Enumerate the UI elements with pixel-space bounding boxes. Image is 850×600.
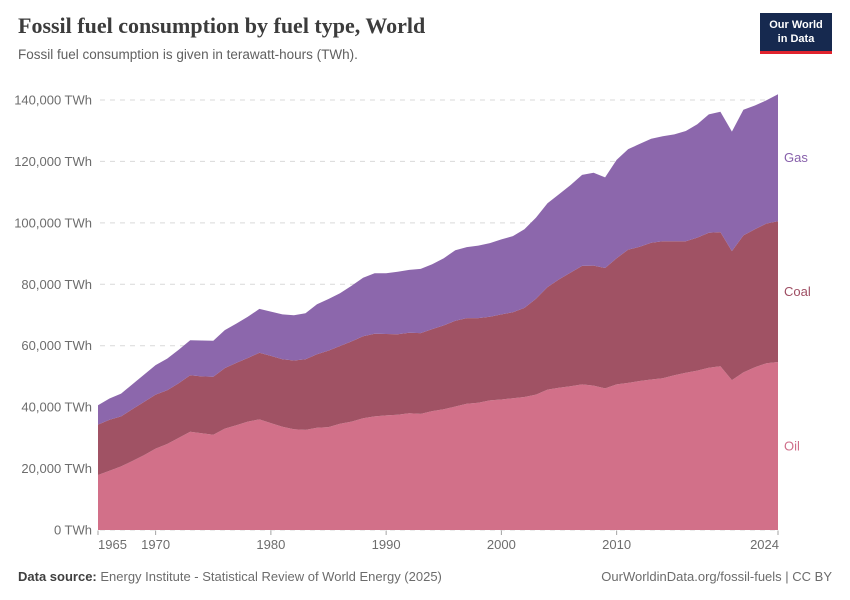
y-axis-label: 120,000 TWh [14, 154, 92, 169]
owid-logo[interactable]: Our World in Data [760, 13, 832, 54]
y-axis-label: 20,000 TWh [21, 461, 92, 476]
legend-label-coal[interactable]: Coal [784, 284, 811, 299]
chart-title: Fossil fuel consumption by fuel type, Wo… [18, 13, 426, 38]
x-axis-label: 2024 [750, 537, 779, 552]
x-axis-label: 1965 [98, 537, 127, 552]
y-axis-label: 40,000 TWh [21, 400, 92, 415]
area-oil[interactable] [98, 362, 778, 530]
chart-footer: Data source: Energy Institute - Statisti… [18, 569, 832, 584]
x-axis-label: 1970 [141, 537, 170, 552]
y-axis-label: 80,000 TWh [21, 277, 92, 292]
x-axis-label: 2010 [602, 537, 631, 552]
footer-link[interactable]: OurWorldinData.org/fossil-fuels | CC BY [601, 569, 832, 584]
x-axis-label: 1990 [372, 537, 401, 552]
owid-logo-line1: Our World [769, 19, 823, 31]
area-coal[interactable] [98, 221, 778, 475]
owid-logo-line2: in Data [777, 33, 815, 46]
y-axis-label: 140,000 TWh [14, 93, 92, 108]
data-source-text: Energy Institute - Statistical Review of… [96, 569, 442, 584]
y-axis-label: 100,000 TWh [14, 215, 92, 230]
x-axis-label: 2000 [487, 537, 516, 552]
area-gas[interactable] [98, 94, 778, 425]
legend-label-gas[interactable]: Gas [784, 150, 808, 165]
legend-label-oil[interactable]: Oil [784, 438, 800, 453]
stacked-area-chart[interactable]: 0 TWh 20,000 TWh 40,000 TWh 60,000 TWh 80,00… [0, 85, 850, 555]
data-source-label: Data source: [18, 569, 97, 584]
y-axis-label: 60,000 TWh [21, 338, 92, 353]
data-source: Data source: Energy Institute - Statisti… [18, 569, 442, 584]
x-axis-label: 1980 [256, 537, 285, 552]
y-axis-label: 0 TWh [54, 523, 92, 538]
chart-area: 0 TWh 20,000 TWh 40,000 TWh 60,000 TWh 80,00… [0, 85, 850, 555]
chart-subtitle: Fossil fuel consumption is given in tera… [18, 46, 358, 62]
chart-header: Fossil fuel consumption by fuel type, Wo… [18, 12, 750, 63]
